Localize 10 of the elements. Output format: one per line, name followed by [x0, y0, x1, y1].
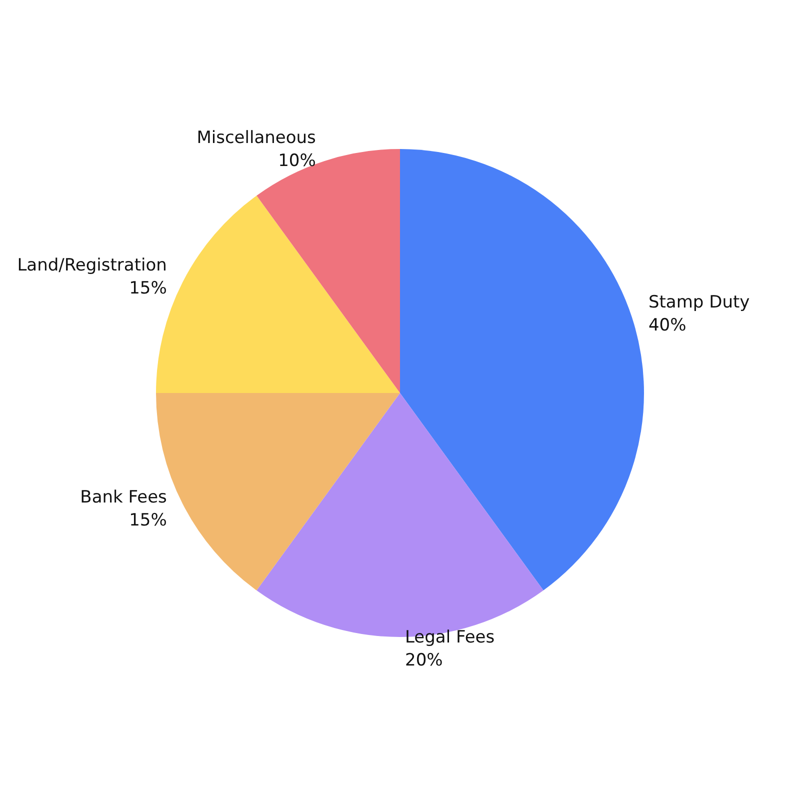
data-label: 20% [405, 650, 443, 670]
slice-label: Miscellaneous [196, 128, 316, 148]
slice-label: Bank Fees [80, 488, 168, 508]
data-label: 10% [278, 151, 316, 172]
data-label: 40% [648, 315, 686, 336]
data-label: 15% [129, 510, 167, 531]
data-label: 15% [129, 278, 167, 298]
slice-label: Legal Fees [405, 628, 495, 648]
slice-label: Land/Registration [17, 255, 167, 276]
slice-label: Stamp Duty [648, 292, 750, 312]
